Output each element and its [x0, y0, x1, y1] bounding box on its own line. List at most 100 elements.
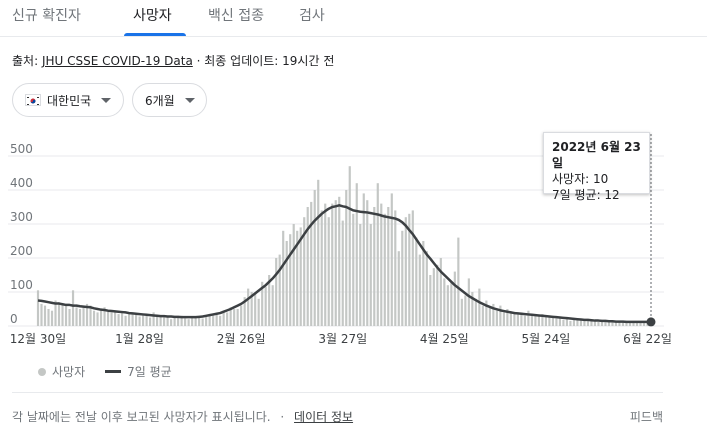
- bar: [460, 298, 463, 326]
- bar: [194, 316, 197, 326]
- x-tick-label: 12월 30일: [10, 332, 66, 346]
- bar: [289, 234, 292, 326]
- bar: [257, 298, 260, 326]
- bar: [92, 310, 96, 326]
- bar: [541, 314, 544, 326]
- bar: [120, 312, 124, 326]
- bar: [565, 318, 569, 326]
- bar: [534, 314, 537, 326]
- bar: [600, 320, 604, 326]
- bar: [57, 302, 61, 326]
- bar: [509, 313, 512, 326]
- bar: [282, 230, 285, 326]
- bar: [250, 292, 253, 326]
- bar: [618, 321, 621, 326]
- bar: [397, 251, 400, 326]
- bar: [450, 281, 453, 326]
- bar: [103, 307, 106, 326]
- bar: [516, 314, 519, 326]
- bar: [446, 285, 449, 326]
- bar: [96, 312, 99, 326]
- feedback-link[interactable]: 피드백: [629, 410, 663, 424]
- bar: [264, 286, 267, 326]
- bar: [219, 315, 222, 326]
- bar: [198, 317, 201, 326]
- bar: [327, 217, 330, 326]
- bar: [436, 264, 439, 326]
- bar: [642, 322, 646, 326]
- bar: [64, 305, 68, 326]
- bar: [492, 303, 495, 326]
- period-value: 6개월: [145, 93, 175, 108]
- bar: [145, 315, 148, 326]
- bar: [124, 315, 127, 326]
- bar: [331, 203, 334, 326]
- bar: [166, 315, 169, 326]
- bar: [625, 320, 628, 326]
- y-tick-label: 200: [10, 244, 33, 258]
- bar: [208, 314, 211, 326]
- bar: [639, 322, 642, 326]
- bar: [548, 317, 551, 326]
- bar: [457, 237, 460, 326]
- x-tick-label: 2월 26일: [217, 332, 266, 346]
- bar: [369, 224, 372, 326]
- period-dropdown[interactable]: 6개월: [132, 83, 207, 117]
- bar: [562, 319, 565, 326]
- legend-line-swatch: [105, 370, 122, 373]
- region-value: 대한민국: [47, 93, 92, 108]
- bar: [558, 317, 562, 326]
- x-tick-label: 6월 22일: [623, 332, 672, 346]
- bar: [569, 320, 572, 326]
- bar: [464, 295, 467, 326]
- bar: [628, 322, 632, 326]
- tooltip-average: 7일 평균: 12: [552, 188, 620, 202]
- tooltip-deaths: 사망자: 10: [552, 172, 609, 186]
- bar: [50, 310, 54, 326]
- tab-testing[interactable]: 검사: [299, 8, 325, 24]
- y-tick-label: 100: [10, 278, 33, 292]
- bar: [390, 193, 393, 326]
- chart-tooltip: 2022년 6월 23일 사망자: 10 7일 평균: 12: [543, 132, 650, 202]
- bar: [131, 314, 134, 326]
- bar: [604, 321, 607, 326]
- bar: [530, 315, 533, 326]
- tab-bar: 신규 확진자 사망자 백신 접종 검사: [0, 0, 707, 37]
- tooltip-date: 2022년 6월 23일: [552, 140, 641, 170]
- bar: [285, 241, 288, 326]
- legend-bars-label: 사망자: [52, 365, 86, 379]
- tab-new-cases[interactable]: 신규 확진자: [12, 8, 81, 24]
- tab-deaths[interactable]: 사망자: [133, 8, 172, 24]
- bar: [243, 297, 246, 326]
- bar: [366, 200, 369, 326]
- bar: [502, 312, 505, 326]
- bar: [474, 298, 477, 326]
- bar: [113, 310, 117, 326]
- bar: [324, 203, 327, 326]
- source-link[interactable]: JHU CSSE COVID-19 Data: [41, 54, 193, 68]
- bar: [355, 183, 358, 326]
- bar: [387, 207, 390, 326]
- bar: [170, 319, 173, 326]
- bar: [117, 314, 120, 326]
- bar: [513, 311, 516, 326]
- bar: [78, 309, 82, 326]
- bar: [527, 310, 530, 326]
- bar: [40, 303, 43, 326]
- x-tick-label: 1월 28일: [115, 332, 164, 346]
- bar: [320, 210, 323, 326]
- bar: [106, 311, 110, 326]
- tab-vaccination[interactable]: 백신 접종: [208, 8, 264, 24]
- bar: [481, 305, 484, 326]
- bar: [401, 230, 404, 326]
- bar: [99, 310, 103, 326]
- bar: [149, 317, 152, 326]
- chart-legend: 사망자 7일 평균: [38, 363, 172, 380]
- bar: [159, 316, 162, 326]
- region-dropdown[interactable]: 대한민국: [12, 83, 124, 117]
- bar: [134, 314, 138, 326]
- bar: [499, 305, 502, 326]
- bar: [453, 271, 456, 326]
- bar: [254, 293, 257, 326]
- data-info-link[interactable]: 데이터 정보: [294, 410, 354, 424]
